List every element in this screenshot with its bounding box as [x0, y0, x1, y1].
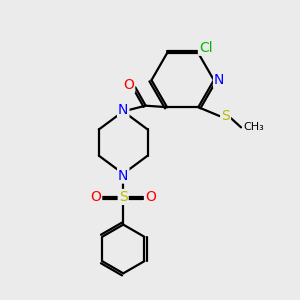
- Text: N: N: [118, 103, 128, 117]
- Text: O: O: [146, 190, 156, 204]
- Text: O: O: [123, 78, 134, 92]
- Text: S: S: [221, 109, 230, 123]
- Text: Cl: Cl: [199, 41, 212, 55]
- Text: CH₃: CH₃: [243, 122, 264, 132]
- Text: N: N: [214, 73, 224, 87]
- Text: O: O: [90, 190, 101, 204]
- Text: S: S: [119, 190, 128, 204]
- Text: N: N: [118, 169, 128, 183]
